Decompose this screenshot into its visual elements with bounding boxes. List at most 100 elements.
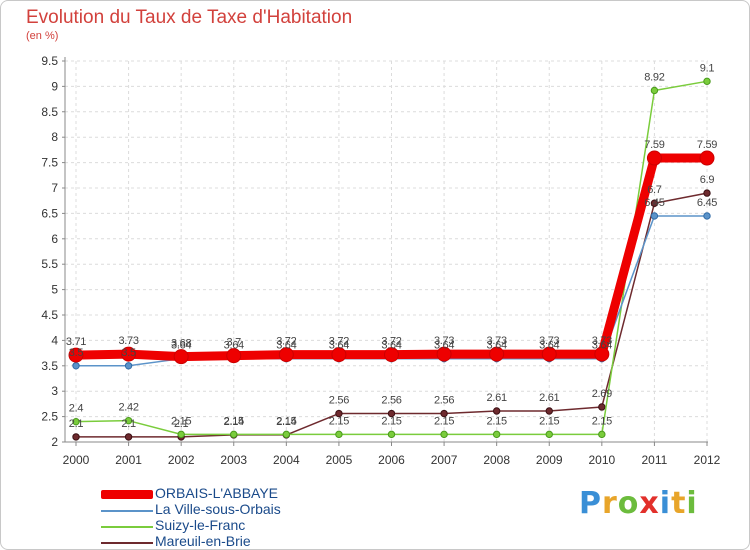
data-point [650, 86, 659, 95]
legend-swatch-suizy [101, 526, 153, 528]
data-label: 3.71 [66, 336, 86, 348]
data-labels: 3.71 3.73 3.68 3.7 3.72 3.72 3.72 3.73 3.73 3.73 3… [66, 62, 718, 430]
data-label: 2.42 [118, 402, 138, 414]
data-point [598, 403, 606, 411]
y-tick-label: 4.5 [41, 308, 58, 322]
data-label: 3.64 [539, 340, 559, 352]
logo-letter: i [659, 486, 672, 521]
x-tick-label: 2010 [588, 453, 615, 467]
y-tick-label: 5.5 [41, 257, 58, 271]
data-label: 3.64 [592, 340, 612, 352]
data-point [72, 362, 80, 370]
data-point [387, 409, 396, 418]
legend-label-mareuil: Mareuil-en-Brie [155, 533, 251, 549]
data-label: 2.14 [276, 416, 296, 428]
data-point [335, 409, 343, 418]
data-point [440, 409, 448, 418]
data-point [492, 407, 501, 415]
legend-label-ville-sous-orbais: La Ville-sous-Orbais [155, 501, 281, 517]
data-label: 2.61 [539, 392, 559, 404]
legend-swatch-orbais [101, 490, 153, 499]
x-tick-label: 2012 [694, 453, 721, 467]
logo-letter: r [602, 486, 618, 521]
logo-letter: o [617, 486, 640, 521]
data-label: 3.64 [171, 340, 191, 352]
x-tick-label: 2008 [483, 453, 510, 467]
data-point [436, 346, 452, 362]
data-label: 3.73 [434, 335, 454, 347]
data-label: 6.45 [644, 197, 664, 209]
data-label: 6.9 [700, 174, 715, 186]
data-label: 3.64 [487, 340, 507, 352]
data-label: 3.64 [329, 340, 349, 352]
logo-letter: x [639, 486, 660, 521]
x-tick-label: 2011 [642, 453, 668, 467]
data-label: 2.1 [69, 418, 84, 430]
data-label: 2.56 [329, 395, 349, 407]
data-point [121, 346, 137, 362]
data-point [124, 433, 133, 441]
data-label: 2.15 [171, 415, 191, 427]
data-label: 2.15 [276, 415, 296, 427]
data-label: 3.64 [276, 340, 296, 352]
data-point [226, 348, 242, 364]
data-label: 3.72 [276, 336, 296, 348]
data-point [124, 416, 133, 425]
data-point [282, 430, 291, 439]
y-tick-label: 2.5 [41, 410, 58, 424]
x-tick-label: 2006 [378, 453, 405, 467]
data-point [650, 199, 659, 207]
data-point [72, 417, 80, 426]
data-label: 3.64 [381, 340, 401, 352]
data-label: 2.15 [224, 415, 244, 427]
data-label: 3.68 [171, 338, 191, 350]
data-label: 2.15 [329, 415, 349, 427]
x-tick-label: 2003 [220, 453, 247, 467]
logo-letter: i [686, 486, 698, 521]
y-tick-label: 6.5 [41, 206, 58, 220]
x-tick-label: 2000 [63, 453, 90, 467]
y-tick-label: 3.5 [41, 359, 58, 373]
data-point [489, 346, 505, 362]
data-point [545, 430, 553, 439]
data-label: 3.72 [381, 336, 401, 348]
data-label: 3.5 [69, 347, 84, 359]
data-label: 8.92 [644, 71, 664, 83]
data-label: 2.15 [381, 415, 401, 427]
data-point [230, 430, 238, 439]
data-point [703, 189, 711, 197]
data-point [331, 347, 347, 363]
data-point [541, 346, 557, 362]
y-tick-label: 3 [51, 384, 58, 398]
axes [62, 57, 708, 446]
data-label: 3.73 [118, 335, 138, 347]
data-point [72, 433, 80, 441]
y-tick-label: 8.5 [41, 105, 58, 119]
data-point [384, 347, 399, 363]
chart-title: Evolution du Taux de Taxe d'Habitation [26, 7, 353, 28]
data-point [598, 430, 606, 439]
legend-swatch-mareuil [101, 542, 153, 544]
data-point [545, 407, 553, 415]
data-label: 6.45 [697, 197, 717, 209]
data-label: 2.56 [434, 395, 454, 407]
series-lines [68, 77, 715, 441]
data-label: 3.64 [434, 340, 454, 352]
gridlines [65, 60, 708, 443]
data-point [646, 150, 662, 166]
y-tick-label: 2 [51, 435, 58, 449]
y-tick-label: 9 [51, 79, 58, 93]
data-point [335, 430, 343, 439]
x-tick-label: 2001 [115, 453, 142, 467]
x-tick-label: 2009 [536, 453, 563, 467]
logo-letter: t [671, 486, 687, 521]
data-label: 3.73 [539, 335, 559, 347]
legend-label-suizy: Suizy-le-Franc [155, 517, 246, 533]
data-label: 3.73 [592, 335, 612, 347]
data-point [492, 430, 501, 439]
data-point [703, 77, 711, 86]
data-point [699, 150, 715, 166]
legend-swatch-ville-sous-orbais [101, 510, 153, 512]
y-tick-label: 7.5 [41, 156, 58, 170]
